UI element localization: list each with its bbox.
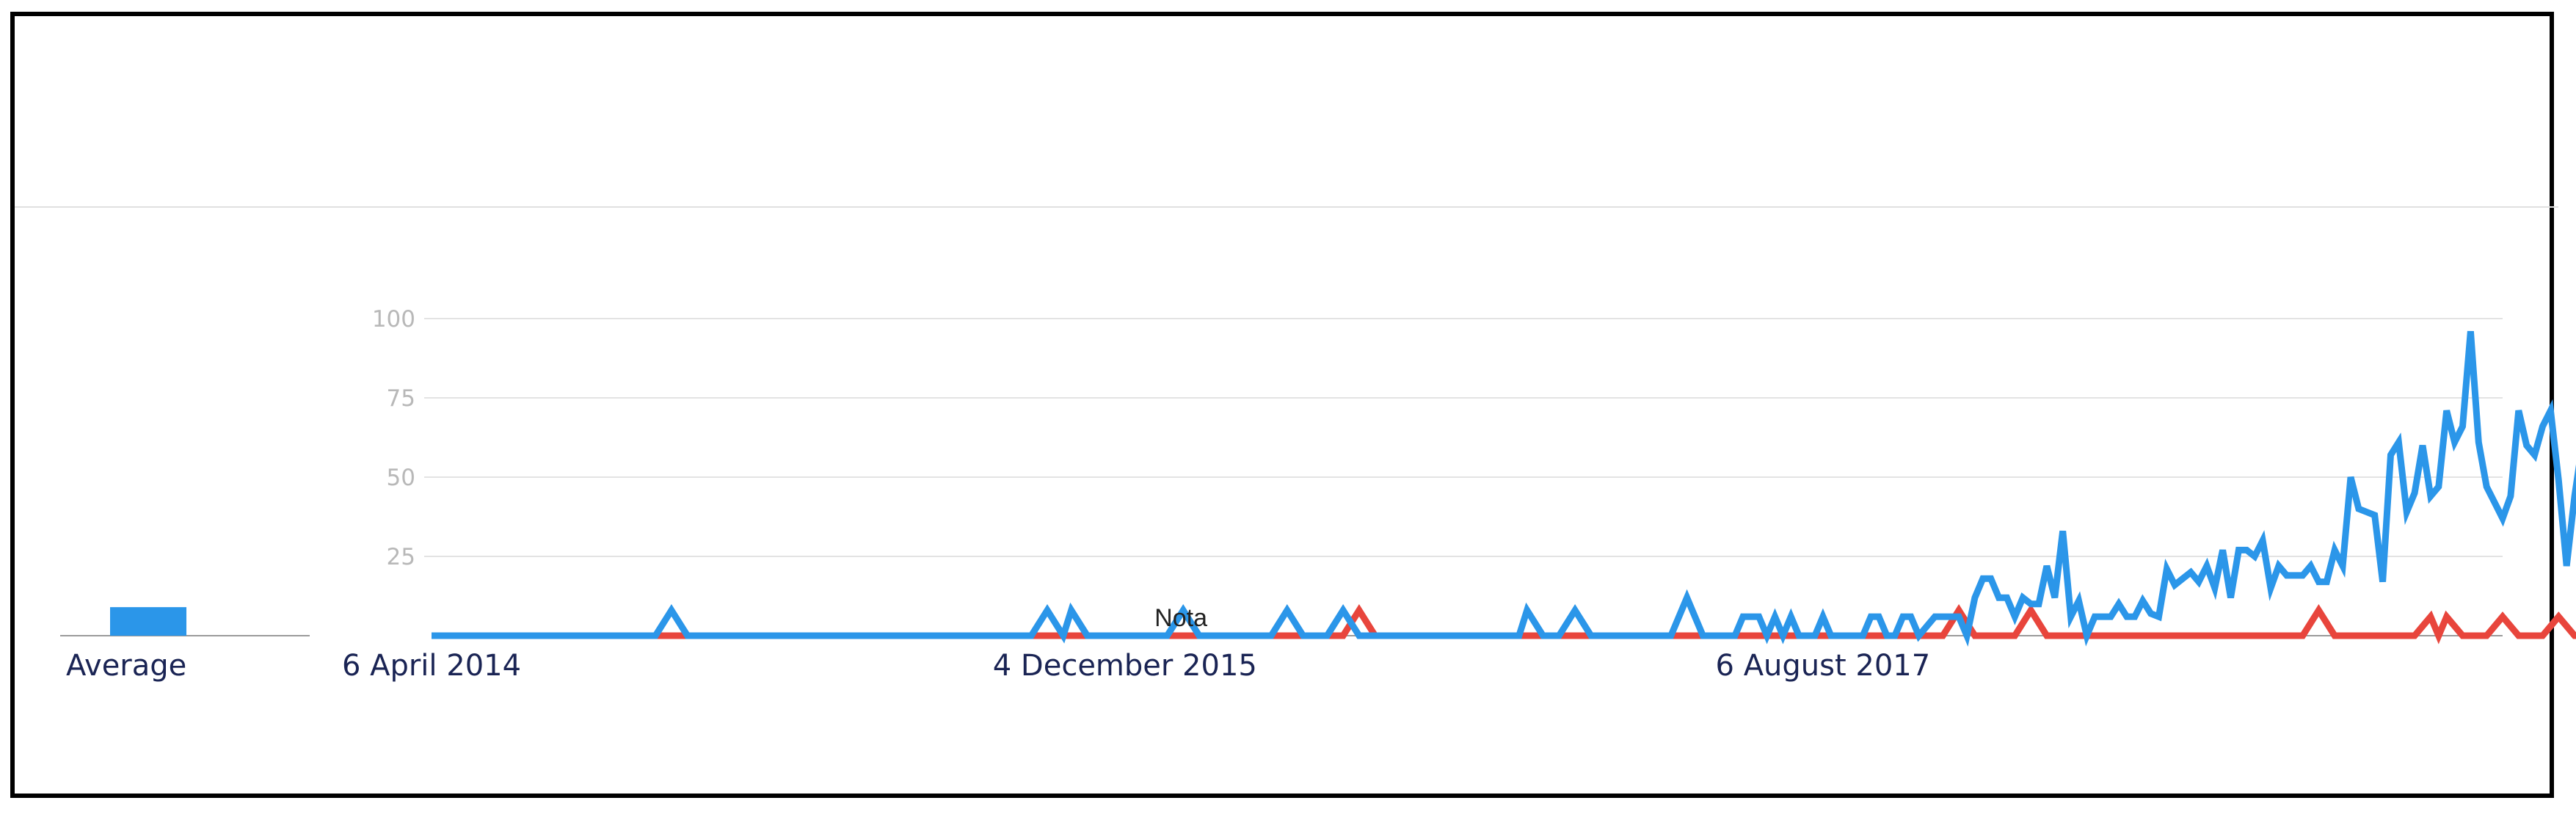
x-tick-label: 6 April 2014 bbox=[342, 649, 521, 683]
y-tick-label: 100 bbox=[372, 306, 415, 333]
series-line-1 bbox=[432, 330, 2576, 647]
series-line-2 bbox=[432, 603, 2576, 644]
average-bar-1 bbox=[110, 607, 186, 636]
y-tick-label: 75 bbox=[387, 385, 415, 412]
series-layer bbox=[432, 330, 2576, 647]
grid-layer: 25 50 75 100 bbox=[372, 306, 2503, 636]
x-tick-label: 4 December 2015 bbox=[993, 649, 1257, 683]
average-label: Average bbox=[66, 649, 186, 683]
x-tick-layer: 6 April 2014 4 December 2015 6 August 2017 bbox=[342, 649, 1930, 683]
average-panel: Average bbox=[60, 607, 310, 683]
x-tick-label: 6 August 2017 bbox=[1716, 649, 1931, 683]
y-tick-label: 25 bbox=[387, 544, 415, 570]
top-divider bbox=[15, 206, 2558, 208]
annotation-label: Nota bbox=[1154, 604, 1207, 632]
annotation-layer: Nota bbox=[1154, 604, 1207, 632]
y-tick-label: 50 bbox=[387, 465, 415, 491]
chart-frame bbox=[10, 12, 2554, 798]
